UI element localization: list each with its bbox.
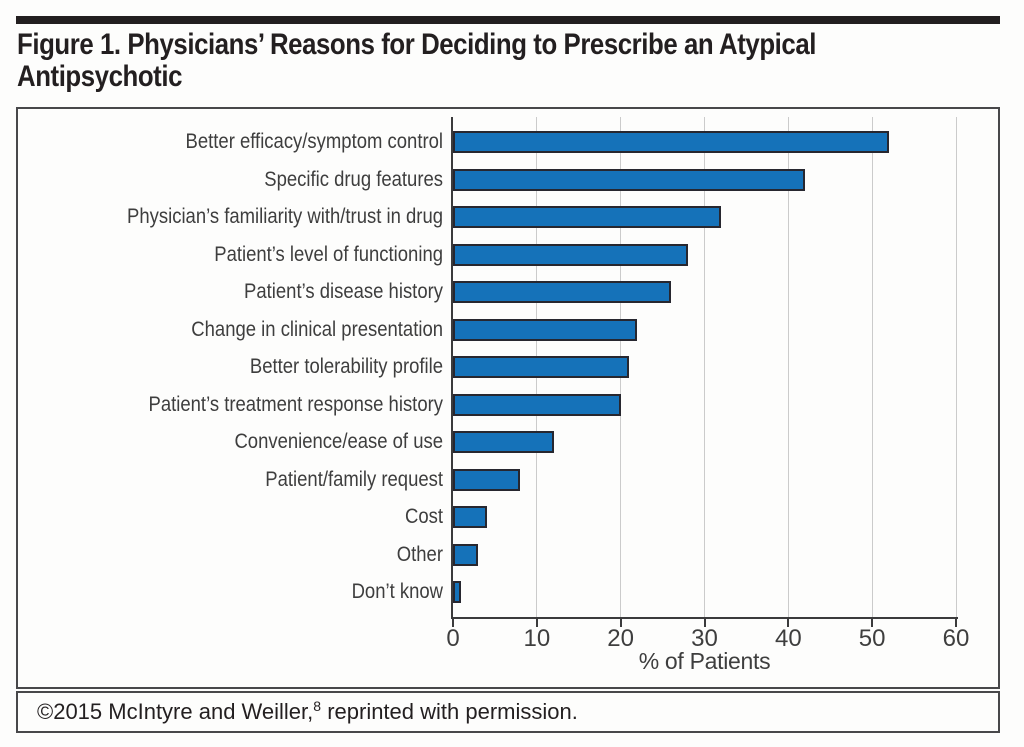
x-tick-label: 0 [446,625,460,652]
bar [453,206,722,228]
bar [453,468,521,491]
category-label: Patient’s level of functioning [214,242,443,266]
x-tick-label: 40 [774,625,802,652]
category-label: Patient’s treatment response history [148,392,443,416]
category-label: Physician’s familiarity with/trust in dr… [127,205,444,228]
bar [453,243,688,266]
category-label: Better tolerability profile [249,355,443,378]
category-label: Cost [404,505,443,528]
x-gridline [787,117,789,617]
category-label: Patient’s disease history [244,280,443,303]
x-tick [535,617,538,627]
x-tick [619,617,622,627]
category-label: Patient/family request [265,467,443,491]
x-tick [787,617,790,627]
x-gridline [955,117,957,617]
figure-title: Figure 1. Physicians’ Reasons for Decidi… [17,29,1006,93]
category-label: Better efficacy/symptom control [185,130,444,153]
figure-title-line1: Figure 1. Physicians’ Reasons for Decidi… [17,28,816,61]
x-tick [955,617,957,627]
x-tick-label: 50 [858,625,886,652]
x-tick [871,617,874,627]
category-label: Change in clinical presentation [191,317,443,341]
title-rule [16,16,1000,24]
bar [453,543,479,566]
figure-title-line2: Antipsychotic [17,60,182,93]
plot-area: % of Patients Better efficacy/symptom co… [18,109,998,687]
x-tick [703,617,706,627]
x-tick-label: 10 [523,625,551,652]
x-gridline [871,117,873,617]
y-axis-line [451,117,453,619]
bar [453,281,671,303]
bar [453,168,806,191]
bar [453,318,638,341]
bar [453,431,554,453]
category-label: Specific drug features [264,167,443,191]
category-label: Other [396,542,443,566]
category-label: Don’t know [351,580,443,603]
bar [453,131,889,153]
x-gridline [704,117,705,617]
x-tick-label: 30 [691,625,718,652]
x-tick-label: 20 [607,625,634,652]
bar [453,506,487,528]
copyright-panel: ©2015 McIntyre and Weiller,8 reprinted w… [16,691,1000,733]
copyright-text-pre: ©2015 McIntyre and Weiller, [37,699,314,724]
x-tick-label: 60 [942,625,970,652]
copyright-text: ©2015 McIntyre and Weiller,8 reprinted w… [37,693,578,731]
reference-superscript: 8 [313,698,322,714]
category-label: Convenience/ease of use [234,430,443,453]
bar [453,356,630,378]
x-tick [452,617,454,627]
bar [453,581,462,603]
copyright-text-post: reprinted with permission. [321,699,578,724]
bar [453,393,621,416]
x-axis-title: % of Patients [638,648,771,674]
chart-panel: % of Patients Better efficacy/symptom co… [16,107,1000,689]
